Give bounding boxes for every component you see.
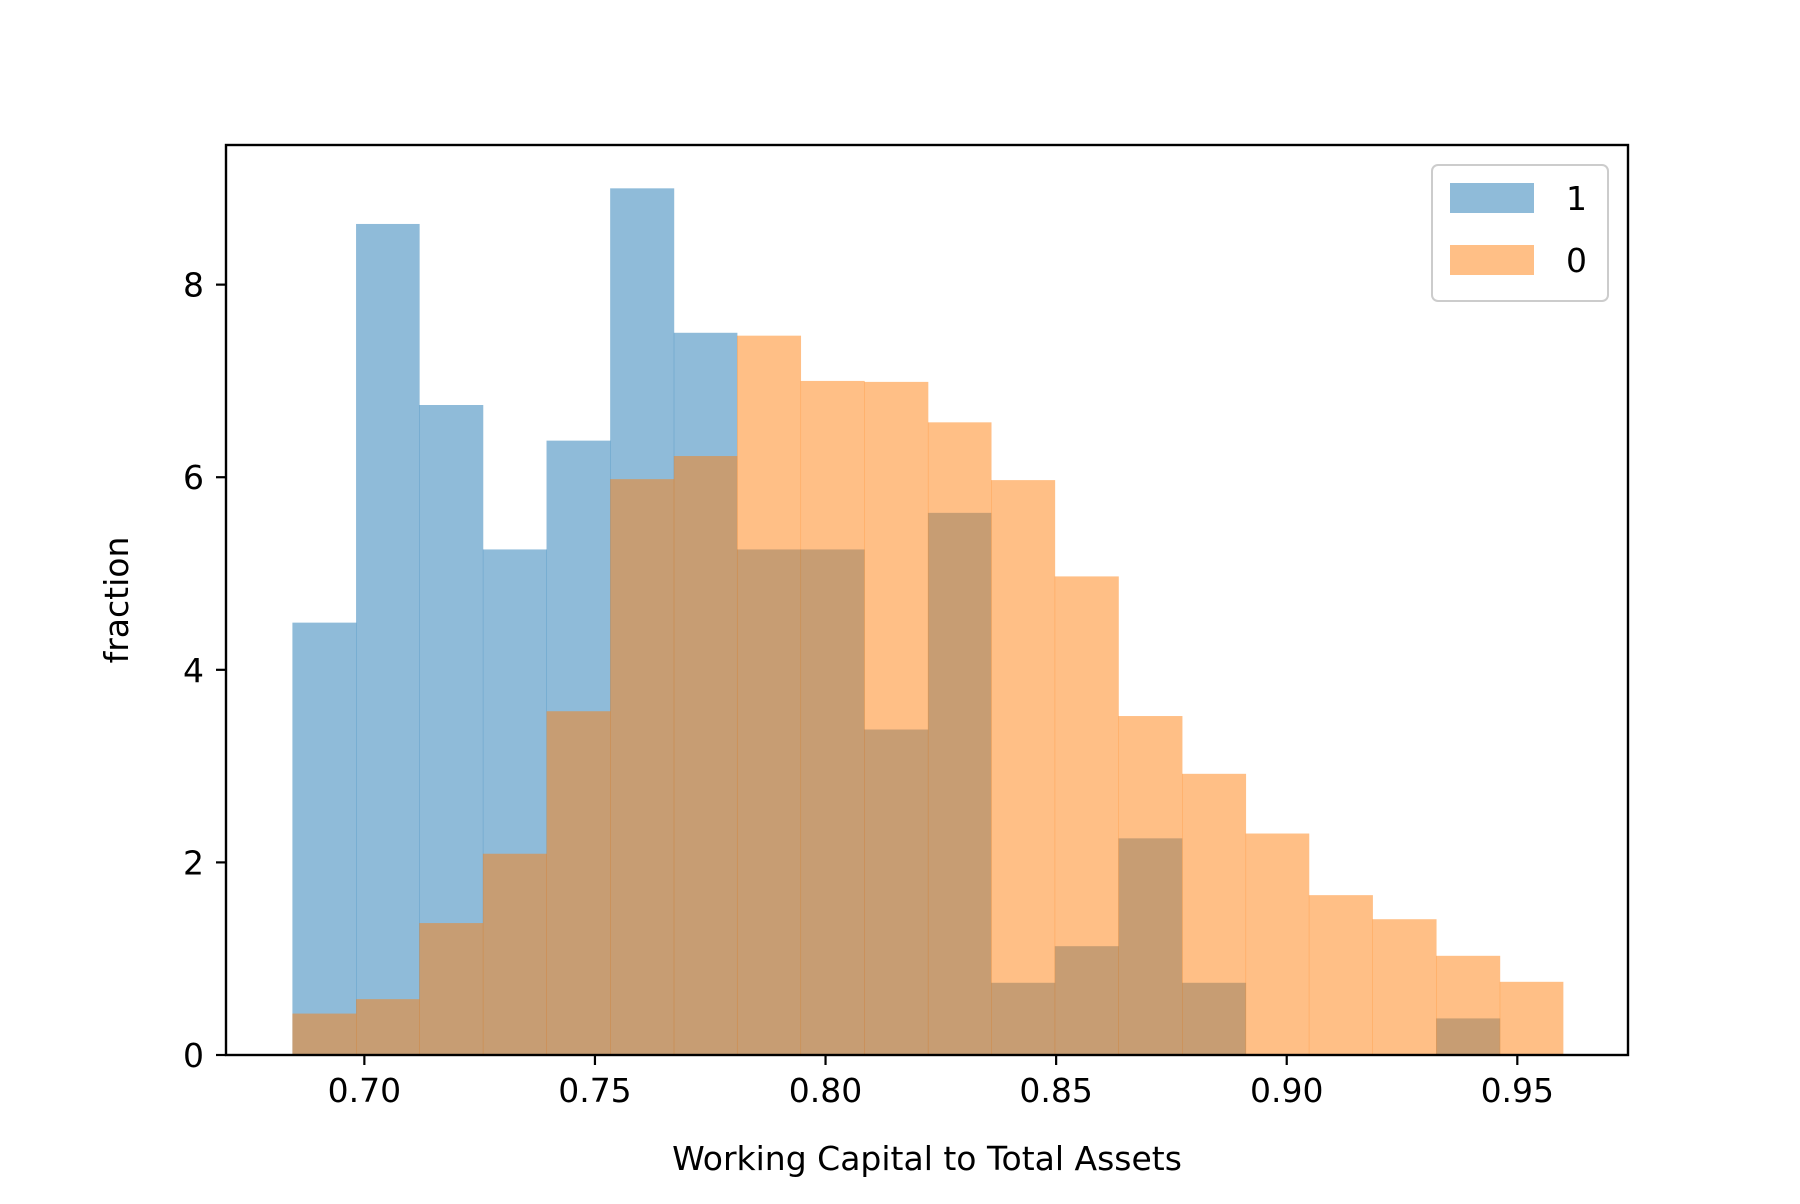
x-tick-label: 0.75 [558,1071,631,1110]
y-tick-label: 8 [183,266,204,305]
histogram-bar [1308,895,1373,1055]
legend-label: 0 [1566,241,1587,280]
histogram-bar [1372,919,1437,1055]
legend-label: 1 [1566,179,1587,218]
histogram-bar [864,381,929,1055]
x-tick-label: 0.90 [1250,1071,1323,1110]
histogram-bar [292,1013,357,1055]
histogram-bar [292,622,357,1055]
histogram-bar [991,480,1056,1056]
x-axis-ticks: 0.70 0.75 0.80 0.85 0.90 0.95 [328,1055,1554,1110]
x-axis-label: Working Capital to Total Assets [672,1139,1182,1178]
legend-swatch [1450,183,1534,213]
histogram-bar [800,380,865,1056]
histogram-bar [1118,716,1183,1055]
legend-swatch [1450,245,1534,275]
x-tick-label: 0.70 [328,1071,401,1110]
x-tick-label: 0.85 [1019,1071,1092,1110]
x-tick-label: 0.80 [789,1071,862,1110]
x-tick-label: 0.95 [1481,1071,1554,1110]
y-tick-label: 2 [183,843,204,882]
histogram-bar [356,999,420,1055]
axes-frame [224,143,1630,1057]
histogram-bar [736,335,802,1056]
histogram-bar [1245,833,1310,1055]
y-axis-label: fraction [97,537,136,664]
histogram-bar [610,479,675,1055]
bars-layer [292,188,1564,1056]
histogram-bar [673,456,738,1055]
y-tick-label: 4 [183,651,204,690]
series-0-bars [292,335,1564,1056]
histogram-bar [356,223,420,1056]
histogram-bar [1182,773,1247,1055]
histogram-bar [482,853,547,1055]
y-tick-label: 0 [183,1036,204,1075]
histogram-bar [546,711,611,1055]
histogram-bar [1499,981,1564,1055]
histogram-bar [1436,955,1501,1055]
y-tick-label: 6 [183,458,204,497]
y-axis-ticks: 0 2 4 6 8 [183,266,226,1075]
histogram-bar [927,422,992,1055]
legend: 10 [1431,164,1609,302]
histogram-bar [419,923,484,1055]
histogram-bar [1054,576,1119,1055]
